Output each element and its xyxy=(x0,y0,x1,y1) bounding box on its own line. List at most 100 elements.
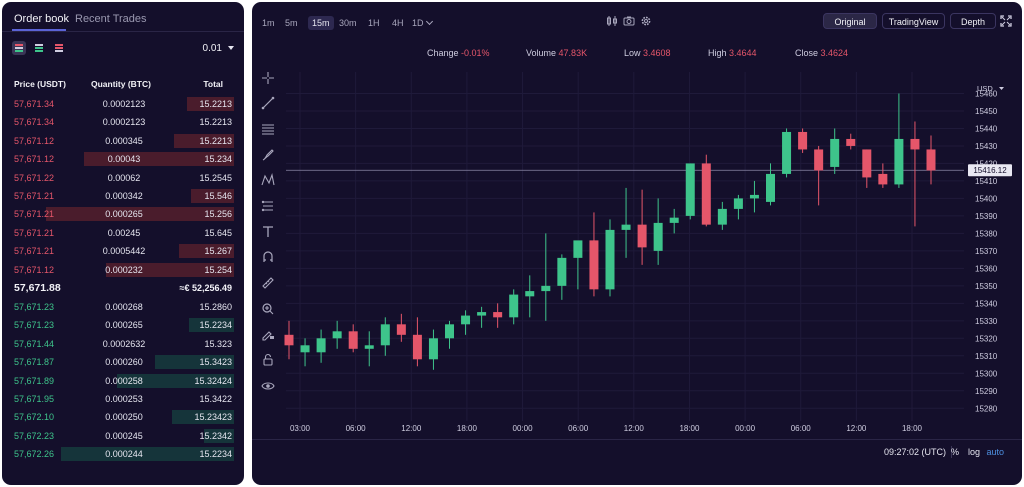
stat-high: High 3.4644 xyxy=(708,48,757,58)
candle-up xyxy=(461,315,471,325)
bid-row[interactable]: 57,671.95 0.000253 15.3422 xyxy=(2,390,244,408)
ask-row[interactable]: 57,671.22 0.00062 15.2545 xyxy=(2,169,244,187)
bid-row[interactable]: 57,672.10 0.000250 15.23423 xyxy=(2,408,244,426)
view-both-icon[interactable] xyxy=(12,41,26,55)
view-asks-icon[interactable] xyxy=(52,41,66,55)
ask-row[interactable]: 57,671.12 0.00043 15.234 xyxy=(2,150,244,168)
x-tick-label: 12:00 xyxy=(846,424,867,433)
y-tick-label: 15350 xyxy=(975,282,998,291)
ask-row[interactable]: 57,671.12 0.000232 15.254 xyxy=(2,261,244,279)
row-total: 15.323 xyxy=(204,338,232,349)
tab-recent-trades[interactable]: Recent Trades xyxy=(75,13,147,25)
ask-row[interactable]: 57,671.21 0.0005442 15.267 xyxy=(2,242,244,260)
pattern-icon[interactable] xyxy=(260,172,276,188)
ruler-icon[interactable] xyxy=(260,275,276,291)
bid-row[interactable]: 57,672.26 0.000244 15.2234 xyxy=(2,445,244,463)
candle-down xyxy=(814,149,824,171)
bid-row[interactable]: 57,671.44 0.0002632 15.323 xyxy=(2,335,244,353)
separator xyxy=(951,446,952,458)
row-quantity: 0.000232 xyxy=(105,264,143,275)
timeframe-1m[interactable]: 1m xyxy=(262,18,275,28)
depth-bar xyxy=(106,262,234,277)
lock-icon[interactable] xyxy=(260,352,276,368)
trendline-icon[interactable] xyxy=(260,95,276,111)
timeframe-label: 4H xyxy=(392,18,404,28)
bid-row[interactable]: 57,671.23 0.000268 15.2860 xyxy=(2,298,244,316)
eye-icon[interactable] xyxy=(260,378,276,394)
view-original-button[interactable]: Original xyxy=(823,13,877,29)
row-total: 15.2213 xyxy=(199,135,232,146)
order-book-tabs: Order book Recent Trades xyxy=(2,2,244,34)
expand-icon[interactable] xyxy=(1000,15,1012,27)
timeframe-1h[interactable]: 1H xyxy=(368,18,380,28)
timeframe-15m[interactable]: 15m xyxy=(308,16,334,30)
row-quantity: 0.000268 xyxy=(105,302,143,312)
candles-icon[interactable] xyxy=(606,15,618,27)
x-tick-label: 18:00 xyxy=(457,424,478,433)
candle-down xyxy=(846,138,856,146)
auto-toggle[interactable]: auto xyxy=(986,447,1004,457)
crosshair-icon[interactable] xyxy=(260,70,276,86)
precision-value: 0.01 xyxy=(202,43,222,54)
ask-row[interactable]: 57,671.21 0.000342 15.546 xyxy=(2,187,244,205)
stat-change: Change -0.01% xyxy=(427,48,490,58)
ask-row[interactable]: 57,671.12 0.000345 15.2213 xyxy=(2,132,244,150)
ask-row[interactable]: 57,671.34 0.0002123 15.2213 xyxy=(2,95,244,113)
depth-bar xyxy=(117,373,234,388)
log-toggle[interactable]: log xyxy=(967,447,980,457)
row-quantity: 0.00245 xyxy=(107,227,141,238)
chart-bottom-divider xyxy=(252,439,1022,440)
row-price: 57,671.89 xyxy=(14,375,55,386)
depth-bar xyxy=(171,410,234,425)
ask-row[interactable]: 57,671.21 0.00245 15.645 xyxy=(2,224,244,242)
camera-icon[interactable] xyxy=(623,15,635,27)
row-total: 15.254 xyxy=(204,264,232,275)
candle-up xyxy=(717,208,727,225)
text-icon[interactable] xyxy=(260,224,276,240)
tab-order-book[interactable]: Order book xyxy=(14,13,70,25)
y-tick-label: 15460 xyxy=(975,89,998,98)
row-total: 15.2213 xyxy=(199,99,232,109)
timeframe-5m[interactable]: 5m xyxy=(285,18,298,28)
row-price: 57,672.26 xyxy=(14,449,55,460)
brush-icon[interactable] xyxy=(260,147,276,163)
bid-row[interactable]: 57,671.23 0.000265 15.2234 xyxy=(2,316,244,334)
bid-row[interactable]: 57,671.87 0.000260 15.3423 xyxy=(2,353,244,371)
view-bids-icon[interactable] xyxy=(32,41,46,55)
mid-price: 57,671.88 xyxy=(14,282,61,294)
candle-up xyxy=(685,163,695,216)
fib-icon[interactable] xyxy=(260,121,276,137)
precision-select[interactable]: 0.01 xyxy=(203,43,234,54)
bid-row[interactable]: 57,671.89 0.000258 15.32424 xyxy=(2,372,244,390)
candle-up xyxy=(300,345,310,353)
measure-icon[interactable] xyxy=(260,198,276,214)
candle-up xyxy=(477,312,487,316)
ask-row[interactable]: 57,671.21 0.000265 15.256 xyxy=(2,205,244,223)
timeframe-4h[interactable]: 4H xyxy=(392,18,404,28)
x-tick-label: 18:00 xyxy=(902,424,923,433)
timeframe-30m[interactable]: 30m xyxy=(339,18,357,28)
y-tick-label: 15440 xyxy=(975,124,998,133)
candle-up xyxy=(733,198,743,209)
percent-toggle[interactable]: % xyxy=(950,447,959,457)
pencil-lock-icon[interactable] xyxy=(260,326,276,342)
timeframe-1d[interactable]: 1D xyxy=(412,17,433,28)
magnet-icon[interactable] xyxy=(260,249,276,265)
view-depth-button[interactable]: Depth xyxy=(950,13,996,29)
row-price: 57,671.12 xyxy=(14,154,55,165)
depth-bar xyxy=(155,355,234,370)
row-quantity: 0.000260 xyxy=(105,357,143,368)
candle-up xyxy=(669,217,679,223)
candlestick-chart[interactable]: 15460 15450 15440 15430 15420 15410 15400 15390… xyxy=(252,2,1022,485)
ask-row[interactable]: 57,671.34 0.0002123 15.2213 xyxy=(2,113,244,131)
y-tick-label: 15280 xyxy=(975,404,998,413)
row-price: 57,671.12 xyxy=(14,135,55,146)
candle-up xyxy=(605,229,615,290)
view-tradingview-button[interactable]: TradingView xyxy=(882,13,945,29)
candle-up xyxy=(509,294,519,318)
gear-icon[interactable] xyxy=(640,15,652,27)
zoom-icon[interactable] xyxy=(260,301,276,317)
bid-row[interactable]: 57,672.23 0.000245 15.2342 xyxy=(2,427,244,445)
x-tick-label: 12:00 xyxy=(624,424,645,433)
x-tick-label: 06:00 xyxy=(791,424,812,433)
